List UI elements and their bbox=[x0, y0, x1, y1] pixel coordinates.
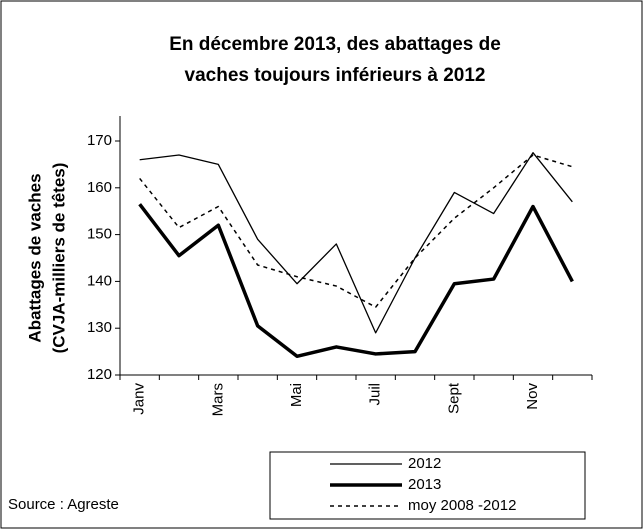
y-axis-label: Abattages de vaches bbox=[25, 173, 44, 342]
line-series bbox=[139, 152, 573, 334]
x-tick-label: Mars bbox=[209, 383, 226, 416]
chart-title: vaches toujours inférieurs à 2012 bbox=[185, 65, 486, 86]
line-series bbox=[138, 203, 574, 359]
x-tick-label: Juil bbox=[367, 383, 384, 406]
y-tick-label: 140 bbox=[87, 272, 112, 289]
x-tick-label: Mai bbox=[288, 383, 305, 407]
legend-label: 2012 bbox=[408, 455, 441, 472]
x-tick-label: Sept bbox=[445, 382, 462, 414]
x-tick-label: Nov bbox=[524, 383, 541, 410]
x-tick-label: Janv bbox=[131, 383, 148, 415]
y-axis-label: (CVJA-milliers de têtes) bbox=[49, 163, 68, 354]
chart-title: En décembre 2013, des abattages de bbox=[169, 34, 501, 55]
y-tick-label: 170 bbox=[87, 132, 112, 149]
y-tick-label: 160 bbox=[87, 179, 112, 196]
legend bbox=[269, 451, 586, 520]
y-tick-label: 150 bbox=[87, 226, 112, 243]
y-tick-label: 120 bbox=[87, 366, 112, 383]
line-series bbox=[139, 154, 573, 308]
legend-label: moy 2008 -2012 bbox=[408, 497, 516, 514]
y-tick-label: 130 bbox=[87, 319, 112, 336]
legend-label: 2013 bbox=[408, 476, 441, 493]
source: Source : Agreste bbox=[8, 496, 119, 513]
